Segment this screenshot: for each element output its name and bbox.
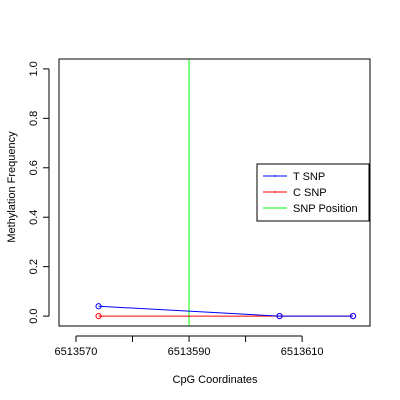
legend-marker-c-snp	[274, 191, 276, 193]
t-snp-line	[98, 305, 354, 317]
t-snp-point	[95, 303, 102, 310]
c-snp-point	[95, 313, 102, 320]
legend: T SNP C SNP SNP Position	[256, 163, 370, 222]
y-tick-label: 0.8	[28, 111, 40, 126]
series-layer	[95, 303, 357, 320]
y-tick-label: 0.2	[28, 259, 40, 274]
t-snp-point	[276, 313, 283, 320]
x-axis: 6513570 6513590 6513610	[55, 335, 324, 358]
y-tick-label: 0.6	[28, 160, 40, 175]
legend-label-t-snp: T SNP	[293, 171, 325, 183]
legend-label-snp-position: SNP Position	[293, 203, 358, 215]
y-axis: 0.0 0.2 0.4 0.6 0.8 1.0	[28, 61, 50, 324]
y-axis-title: Methylation Frequency	[6, 131, 18, 243]
t-snp-point	[349, 313, 357, 320]
x-tick-label: 6513590	[168, 346, 211, 358]
y-tick-label: 1.0	[28, 61, 40, 76]
plot-frame	[58, 58, 371, 327]
legend-marker-t-snp	[274, 175, 276, 177]
x-axis-title: CpG Coordinates	[173, 374, 258, 386]
y-tick-label: 0.0	[28, 308, 40, 323]
legend-label-c-snp: C SNP	[293, 187, 327, 199]
x-tick-label: 6513570	[55, 346, 98, 358]
y-tick-label: 0.4	[28, 210, 40, 225]
x-tick-label: 6513610	[281, 346, 324, 358]
